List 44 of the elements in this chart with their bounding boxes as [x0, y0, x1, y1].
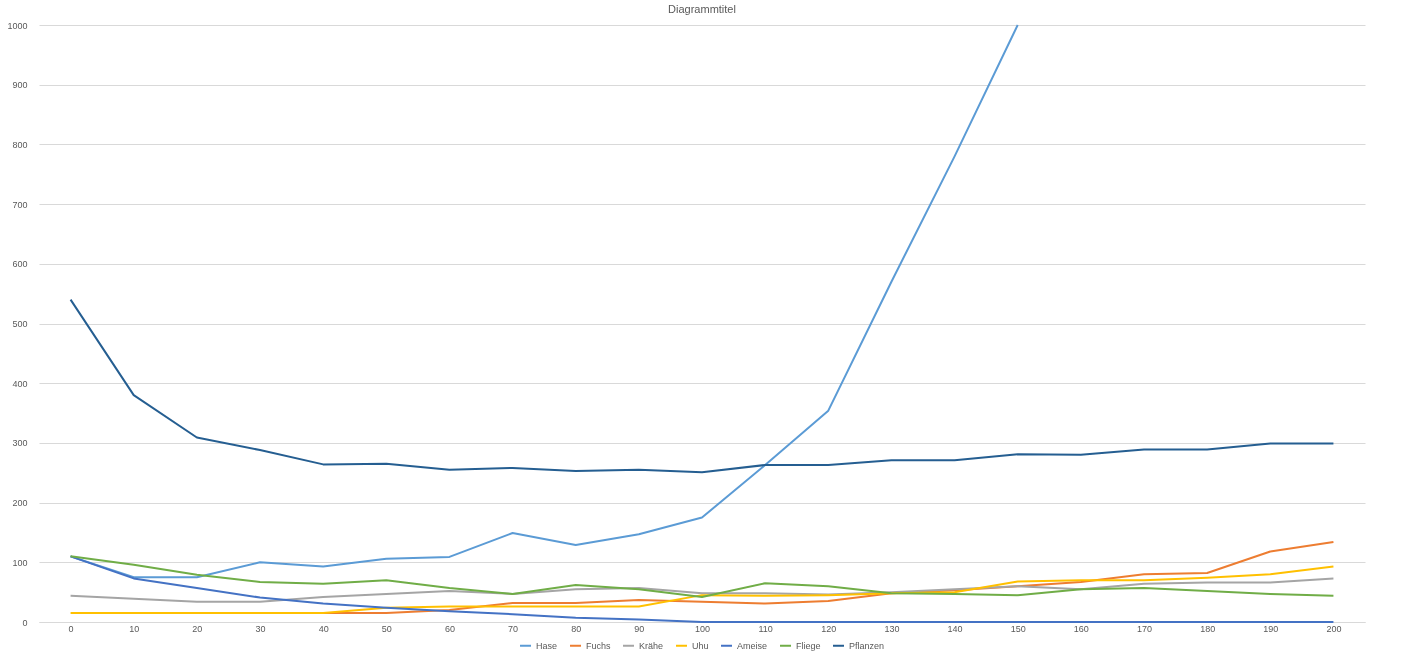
- x-tick-label: 130: [884, 623, 900, 634]
- line-series: [69, 555, 1335, 598]
- y-tick-label: 300: [12, 438, 28, 449]
- y-tick-label: 400: [12, 378, 28, 389]
- x-tick-label: 20: [192, 623, 203, 634]
- legend-label: Krähe: [639, 640, 664, 651]
- y-tick-label: 700: [12, 199, 28, 210]
- x-tick-label: 90: [634, 623, 645, 634]
- x-tick-label: 40: [318, 623, 329, 634]
- legend-label: Hase: [536, 640, 558, 651]
- x-tick-label: 110: [758, 623, 773, 634]
- x-tick-label: 60: [444, 623, 455, 634]
- y-tick-label: 200: [12, 498, 28, 509]
- x-tick-label: 140: [947, 623, 963, 634]
- x-tick-label: 180: [1200, 623, 1216, 634]
- x-tick-label: 120: [821, 623, 837, 634]
- x-tick-label: 170: [1136, 623, 1153, 634]
- x-tick-label: 150: [1010, 623, 1026, 634]
- x-tick-label: 160: [1073, 623, 1089, 634]
- x-tick-label: 10: [129, 623, 140, 634]
- y-tick-label: 500: [12, 319, 28, 329]
- y-tick-label: 900: [12, 80, 28, 91]
- line-series: [69, 565, 1335, 615]
- line-series: [69, 555, 1335, 623]
- y-tick-label: 800: [12, 139, 28, 150]
- line-series: [69, 577, 1335, 603]
- legend-label: Uhu: [692, 640, 709, 651]
- x-tick-label: 200: [1326, 623, 1342, 634]
- y-tick-label: 600: [12, 259, 28, 270]
- legend-label: Pflanzen: [849, 640, 885, 651]
- x-tick-label: 30: [255, 623, 266, 634]
- x-tick-label: 0: [68, 623, 74, 634]
- legend-label: Fuchs: [586, 640, 612, 651]
- x-tick-label: 100: [694, 623, 711, 634]
- x-tick-label: 190: [1263, 623, 1279, 634]
- x-tick-label: 80: [571, 623, 582, 634]
- x-tick-label: 70: [508, 623, 519, 634]
- chart-title: Diagrammtitel: [668, 3, 736, 15]
- y-tick-label: 1000: [7, 20, 28, 31]
- line-series: [69, 298, 1335, 474]
- x-tick-label: 50: [381, 623, 392, 634]
- legend-label: Fliege: [796, 640, 821, 651]
- legend-label: Ameise: [737, 640, 768, 651]
- y-tick-label: 100: [12, 557, 28, 568]
